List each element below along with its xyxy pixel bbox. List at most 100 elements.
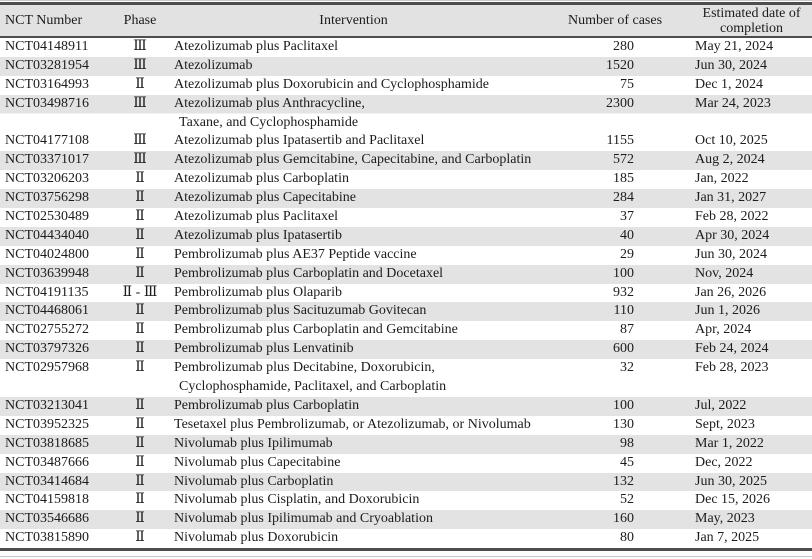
- intervention-cell: Pembrolizumab plus Olaparib: [168, 284, 539, 303]
- intervention-line: Atezolizumab plus Carboplatin: [174, 171, 349, 187]
- estimated-date-cell: Aug 2, 2024: [695, 152, 765, 168]
- phase-cell: Ⅱ: [135, 227, 145, 243]
- phase-cell: Ⅱ: [135, 322, 145, 338]
- nct-number-cell: NCT03281954: [5, 57, 89, 73]
- number-of-cases-cell: 75: [620, 76, 634, 92]
- intervention-line: Atezolizumab plus Paclitaxel: [174, 39, 339, 54]
- intervention-line: Nivolumab plus Ipilimumab: [174, 435, 333, 451]
- table-row: NCT03818685 Ⅱ Nivolumab plus Ipilimumab …: [0, 434, 812, 454]
- number-of-cases-cell: 600: [613, 341, 634, 357]
- phase-cell: Ⅱ: [135, 171, 145, 187]
- nct-number-cell: NCT03164993: [5, 76, 89, 92]
- number-of-cases-cell: 87: [620, 322, 634, 338]
- phase-cell: Ⅲ: [133, 133, 147, 149]
- phase-cell: Ⅱ: [135, 454, 145, 470]
- number-of-cases-cell: 1520: [606, 57, 634, 73]
- estimated-date-cell: Mar 24, 2023: [695, 95, 771, 111]
- nct-number-cell: NCT04191135: [5, 284, 89, 300]
- intervention-cell: Pembrolizumab plus Decitabine, Doxorubic…: [168, 359, 539, 397]
- table-row: NCT03414684 Ⅱ Nivolumab plus Carboplatin…: [0, 472, 812, 492]
- phase-cell: Ⅱ: [135, 397, 145, 413]
- table-row: NCT03546686 Ⅱ Nivolumab plus Ipilimumab …: [0, 510, 812, 530]
- phase-cell: Ⅱ: [135, 416, 145, 432]
- intervention-cell: Atezolizumab: [168, 57, 539, 76]
- nct-number-cell: NCT04434040: [5, 227, 89, 243]
- phase-cell: Ⅱ: [135, 530, 145, 546]
- nct-number-cell: NCT04159818: [5, 492, 89, 508]
- intervention-line: Nivolumab plus Carboplatin: [174, 473, 334, 489]
- estimated-date-cell: Dec 15, 2026: [695, 492, 771, 508]
- table-row: NCT03206203 Ⅱ Atezolizumab plus Carbopla…: [0, 170, 812, 190]
- number-of-cases-cell: 80: [620, 530, 634, 546]
- estimated-date-cell: Feb 28, 2022: [695, 209, 769, 225]
- estimated-date-cell: May, 2023: [695, 511, 755, 527]
- number-of-cases-cell: 932: [613, 284, 634, 300]
- intervention-cell: Pembrolizumab plus Carboplatin and Gemci…: [168, 321, 539, 340]
- estimated-date-cell: Jan 26, 2026: [695, 284, 767, 300]
- table-row: NCT04159818 Ⅱ Nivolumab plus Cisplatin, …: [0, 491, 812, 511]
- nct-number-cell: NCT03756298: [5, 190, 89, 206]
- estimated-date-cell: Nov, 2024: [695, 265, 754, 281]
- estimated-date-cell: Oct 10, 2025: [695, 133, 768, 149]
- number-of-cases-cell: 284: [613, 190, 634, 206]
- phase-cell: Ⅱ: [135, 76, 145, 92]
- intervention-line: Pembrolizumab plus Carboplatin: [174, 397, 360, 413]
- number-of-cases-cell: 52: [620, 492, 634, 508]
- intervention-line: Pembrolizumab plus Decitabine, Doxorubic…: [174, 360, 435, 376]
- table-row: NCT03639948 Ⅱ Pembrolizumab plus Carbopl…: [0, 264, 812, 284]
- number-of-cases-cell: 130: [613, 416, 634, 432]
- table-row: NCT03952325 Ⅱ Tesetaxel plus Pembrolizum…: [0, 415, 812, 435]
- intervention-line: Atezolizumab plus Doxorubicin and Cyclop…: [174, 76, 489, 92]
- nct-number-cell: NCT03206203: [5, 171, 89, 187]
- intervention-cell: Nivolumab plus Capecitabine: [168, 454, 539, 473]
- estimated-date-cell: Jun 1, 2026: [695, 303, 760, 319]
- estimated-date-cell: Jul, 2022: [695, 397, 747, 413]
- intervention-line: Tesetaxel plus Pembrolizumab, or Atezoli…: [174, 416, 531, 432]
- number-of-cases-cell: 29: [620, 246, 634, 262]
- column-header-intervention: Intervention: [319, 13, 388, 28]
- phase-cell: Ⅱ: [135, 492, 145, 508]
- nct-number-cell: NCT03487666: [5, 454, 89, 470]
- phase-cell: Ⅱ: [135, 209, 145, 225]
- intervention-line: Atezolizumab plus Ipatasertib: [174, 227, 342, 243]
- intervention-cell: Nivolumab plus Ipilimumab: [168, 435, 539, 454]
- estimated-date-cell: Jan 31, 2027: [695, 190, 767, 206]
- estimated-date-cell: Mar 1, 2022: [695, 435, 764, 451]
- table-outer-top-thin-rule: [0, 0, 812, 1]
- intervention-line: Nivolumab plus Ipilimumab and Cryoablati…: [174, 511, 433, 527]
- number-of-cases-cell: 100: [613, 265, 634, 281]
- intervention-line: Pembrolizumab plus Olaparib: [174, 284, 342, 300]
- nct-number-cell: NCT02957968: [5, 360, 89, 376]
- table-row: NCT04434040 Ⅱ Atezolizumab plus Ipataser…: [0, 226, 812, 246]
- intervention-cell: Pembrolizumab plus AE37 Peptide vaccine: [168, 246, 539, 265]
- intervention-line: Nivolumab plus Doxorubicin: [174, 530, 339, 546]
- phase-cell: Ⅱ: [135, 190, 145, 206]
- intervention-line: Nivolumab plus Capecitabine: [174, 454, 341, 470]
- intervention-cell: Nivolumab plus Cisplatin, and Doxorubici…: [168, 491, 539, 510]
- number-of-cases-cell: 1155: [606, 133, 634, 149]
- intervention-cell: Atezolizumab plus Paclitaxel: [168, 208, 539, 227]
- estimated-date-cell: Apr 30, 2024: [695, 227, 770, 243]
- table-top-rule: [0, 2, 812, 5]
- phase-cell: Ⅱ: [135, 246, 145, 262]
- nct-number-cell: NCT02755272: [5, 322, 89, 338]
- table-row: NCT04024800 Ⅱ Pembrolizumab plus AE37 Pe…: [0, 245, 812, 265]
- intervention-cell: Pembrolizumab plus Carboplatin and Docet…: [168, 265, 539, 284]
- nct-number-cell: NCT04148911: [5, 39, 89, 54]
- intervention-line: Cyclophosphamide, Paclitaxel, and Carbop…: [179, 379, 447, 395]
- nct-number-cell: NCT03797326: [5, 341, 89, 357]
- number-of-cases-cell: 98: [620, 435, 634, 451]
- phase-cell: Ⅱ: [135, 473, 145, 489]
- nct-number-cell: NCT02530489: [5, 209, 89, 225]
- phase-cell: Ⅲ: [133, 95, 147, 111]
- intervention-cell: Tesetaxel plus Pembrolizumab, or Atezoli…: [168, 416, 539, 435]
- table-row: NCT03487666 Ⅱ Nivolumab plus Capecitabin…: [0, 453, 812, 473]
- intervention-cell: Nivolumab plus Carboplatin: [168, 473, 539, 492]
- phase-cell: Ⅱ: [135, 360, 145, 376]
- number-of-cases-cell: 32: [620, 360, 634, 376]
- column-header-estimated-date: Estimated date of completion: [702, 5, 801, 36]
- phase-cell: Ⅲ: [133, 39, 147, 54]
- nct-number-cell: NCT03414684: [5, 473, 89, 489]
- intervention-cell: Pembrolizumab plus Sacituzumab Govitecan: [168, 302, 539, 321]
- nct-number-cell: NCT03815890: [5, 530, 89, 546]
